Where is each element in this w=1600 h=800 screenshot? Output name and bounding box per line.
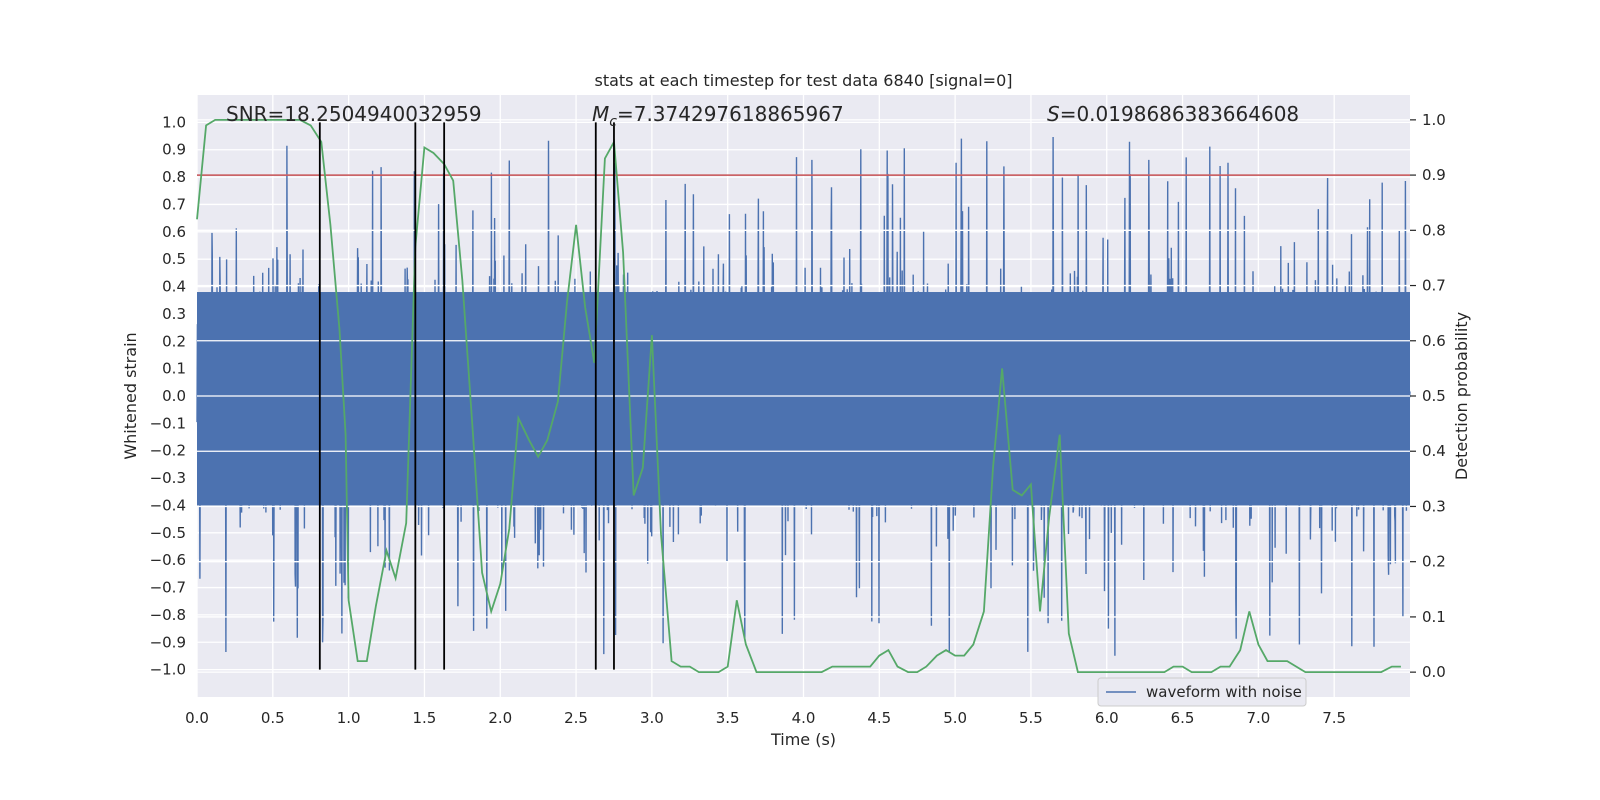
x-tick-label: 0.0 xyxy=(185,709,209,727)
y-tick-label: −1.0 xyxy=(150,661,186,679)
y2-tick-label: 0.1 xyxy=(1422,608,1446,626)
y-axis-ticks: 1.0 0.9 0.8 0.7 0.6 0.5 0.4 0.3 0.2 0.1 0.0 −0.1 −0.… xyxy=(150,113,186,678)
x-tick-label: 1.0 xyxy=(337,709,361,727)
legend: waveform with noise xyxy=(1097,677,1307,707)
x-tick-label: 2.5 xyxy=(564,709,588,727)
x-tick-label: 3.0 xyxy=(640,709,664,727)
y-tick-label: 0.4 xyxy=(162,278,186,296)
s-value: =0.0198686383664608 xyxy=(1060,102,1299,126)
y-tick-label: 0.2 xyxy=(162,332,186,350)
legend-label: waveform with noise xyxy=(1146,683,1302,701)
y2-tick-label: 1.0 xyxy=(1422,111,1446,129)
y2-tick-label: 0.7 xyxy=(1422,277,1446,295)
y-tick-label: 0.6 xyxy=(162,223,186,241)
y2-axis-ticks: 1.0 0.9 0.8 0.7 0.6 0.5 0.4 0.3 0.2 0.1 0.0 xyxy=(1410,111,1446,681)
y-axis-label: Whitened strain xyxy=(121,332,140,459)
x-tick-label: 2.0 xyxy=(488,709,512,727)
x-tick-label: 3.5 xyxy=(716,709,740,727)
s-annotation: S=0.0198686383664608 xyxy=(1047,102,1299,126)
x-tick-label: 6.5 xyxy=(1171,709,1195,727)
x-tick-label: 1.5 xyxy=(413,709,437,727)
chirp-mass-symbol: M xyxy=(592,102,609,126)
probability-series xyxy=(196,119,1401,673)
y-tick-label: −0.8 xyxy=(150,606,186,624)
y2-tick-label: 0.2 xyxy=(1422,553,1446,571)
y-tick-label: −0.1 xyxy=(150,414,186,432)
y-tick-label: 0.5 xyxy=(162,250,186,268)
y2-tick-label: 0.8 xyxy=(1422,221,1446,239)
probability-line xyxy=(196,119,1401,673)
chirp-mass-subscript: c xyxy=(609,114,617,130)
vertical-markers xyxy=(318,122,615,670)
x-tick-label: 7.5 xyxy=(1322,709,1346,727)
s-symbol: S xyxy=(1047,102,1060,126)
y2-tick-label: 0.4 xyxy=(1422,442,1446,460)
x-tick-label: 5.5 xyxy=(1019,709,1043,727)
y-tick-label: −0.9 xyxy=(150,633,186,651)
y-tick-label: 0.0 xyxy=(162,387,186,405)
chirp-mass-value: =7.374297618865967 xyxy=(617,102,844,126)
y2-tick-label: 0.9 xyxy=(1422,166,1446,184)
y-tick-label: −0.2 xyxy=(150,442,186,460)
y2-tick-label: 0.6 xyxy=(1422,332,1446,350)
y2-tick-label: 0.3 xyxy=(1422,497,1446,515)
y-tick-label: 0.3 xyxy=(162,305,186,323)
y-tick-label: 0.1 xyxy=(162,360,186,378)
x-tick-label: 0.5 xyxy=(261,709,285,727)
y-tick-label: 0.8 xyxy=(162,168,186,186)
y-tick-label: −0.7 xyxy=(150,579,186,597)
y-tick-label: −0.4 xyxy=(150,496,186,514)
x-tick-label: 4.5 xyxy=(867,709,891,727)
y-tick-label: −0.3 xyxy=(150,469,186,487)
y2-tick-label: 0.5 xyxy=(1422,387,1446,405)
x-tick-label: 7.0 xyxy=(1246,709,1270,727)
x-tick-label: 5.0 xyxy=(943,709,967,727)
chirp-mass-annotation: Mc=7.374297618865967 xyxy=(592,102,844,130)
x-axis-label: Time (s) xyxy=(770,730,836,749)
x-tick-label: 4.0 xyxy=(792,709,816,727)
y-tick-label: −0.6 xyxy=(150,551,186,569)
y-tick-label: 0.9 xyxy=(162,141,186,159)
y-tick-label: 1.0 xyxy=(162,113,186,131)
snr-annotation: SNR=18.2504940032959 xyxy=(226,102,482,126)
waveform-core xyxy=(197,292,1410,506)
legend-box xyxy=(1097,677,1307,707)
y2-tick-label: 0.0 xyxy=(1422,663,1446,681)
x-axis-ticks: 0.0 0.5 1.0 1.5 2.0 2.5 3.0 3.5 4.0 4.5 5.0 5.5 6.0 6… xyxy=(185,709,1346,727)
y-tick-label: −0.5 xyxy=(150,524,186,542)
chart-title: stats at each timestep for test data 684… xyxy=(594,71,1012,90)
waveform-series xyxy=(196,136,1411,656)
y-tick-label: 0.7 xyxy=(162,195,186,213)
x-tick-label: 6.0 xyxy=(1095,709,1119,727)
y2-axis-label: Detection probability xyxy=(1452,312,1471,480)
